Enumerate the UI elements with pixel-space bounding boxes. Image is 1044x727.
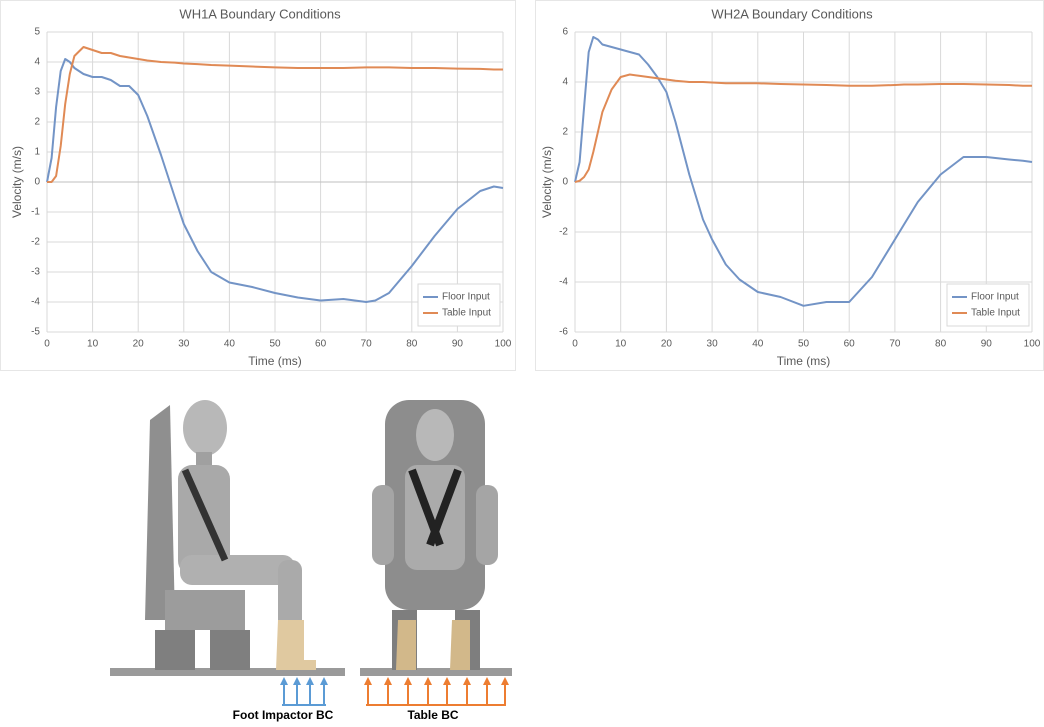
bc-arrow-head <box>364 677 372 685</box>
x-tick-label: 40 <box>224 339 236 350</box>
dummy-front-view <box>360 400 512 676</box>
x-axis-label: Time (ms) <box>777 354 831 368</box>
x-axis-label: Time (ms) <box>248 354 302 368</box>
bc-arrow-head <box>384 677 392 685</box>
figure-label: Foot Impactor BC <box>233 708 334 722</box>
x-tick-label: 60 <box>844 339 856 350</box>
y-tick-label: -4 <box>31 297 40 308</box>
x-tick-label: 80 <box>935 339 947 350</box>
legend-box <box>417 283 501 327</box>
x-tick-label: 30 <box>178 339 190 350</box>
y-tick-label: -4 <box>559 277 568 288</box>
y-tick-label: 3 <box>34 87 40 98</box>
x-tick-label: 100 <box>1024 339 1041 350</box>
y-tick-label: -2 <box>559 227 568 238</box>
bc-arrow-head <box>483 677 491 685</box>
x-tick-label: 0 <box>572 339 578 350</box>
x-tick-label: 10 <box>87 339 99 350</box>
chart-title: WH1A Boundary Conditions <box>179 6 341 21</box>
x-tick-label: 90 <box>981 339 993 350</box>
x-tick-label: 60 <box>315 339 327 350</box>
bc-arrow-head <box>280 677 288 685</box>
y-tick-label: -5 <box>31 327 40 338</box>
panel-border <box>0 0 516 371</box>
x-tick-label: 80 <box>406 339 418 350</box>
x-tick-label: 20 <box>133 339 145 350</box>
x-tick-label: 0 <box>44 339 50 350</box>
bc-arrow-head <box>463 677 471 685</box>
legend-label: Floor Input <box>442 292 490 303</box>
y-tick-label: 2 <box>34 117 40 128</box>
x-tick-label: 50 <box>798 339 810 350</box>
x-tick-label: 90 <box>452 339 464 350</box>
bc-arrow-head <box>293 677 301 685</box>
y-axis-label: Velocity (m/s) <box>10 146 24 218</box>
legend-label: Floor Input <box>971 292 1019 303</box>
y-tick-label: 5 <box>34 27 40 38</box>
y-tick-label: 6 <box>562 27 568 38</box>
bc-arrow-head <box>306 677 314 685</box>
bc-arrow-head <box>501 677 509 685</box>
x-tick-label: 10 <box>615 339 627 350</box>
y-tick-label: 4 <box>34 57 40 68</box>
y-tick-label: -6 <box>559 327 568 338</box>
x-tick-label: 30 <box>707 339 719 350</box>
bc-arrow-head <box>443 677 451 685</box>
data-line <box>47 46 503 183</box>
x-tick-label: 40 <box>752 339 764 350</box>
y-axis-label: Velocity (m/s) <box>540 146 554 218</box>
y-tick-label: 1 <box>34 147 40 158</box>
legend-label: Table Input <box>971 308 1020 319</box>
bc-arrow-head <box>320 677 328 685</box>
dummy-side-view <box>110 400 345 676</box>
y-tick-label: 0 <box>34 177 40 188</box>
y-tick-label: -2 <box>31 237 40 248</box>
y-tick-label: -1 <box>31 207 40 218</box>
legend-box <box>946 283 1030 327</box>
bc-arrow-head <box>424 677 432 685</box>
y-tick-label: -3 <box>31 267 40 278</box>
x-tick-label: 20 <box>661 339 673 350</box>
chart-title: WH2A Boundary Conditions <box>711 6 873 21</box>
y-tick-label: 4 <box>562 77 568 88</box>
x-tick-label: 100 <box>495 339 512 350</box>
x-tick-label: 70 <box>889 339 901 350</box>
data-line <box>574 73 1032 183</box>
y-tick-label: 0 <box>562 177 568 188</box>
y-tick-label: 2 <box>562 127 568 138</box>
x-tick-label: 50 <box>269 339 281 350</box>
x-tick-label: 70 <box>361 339 373 350</box>
figure-label: Table BC <box>407 708 458 722</box>
legend-label: Table Input <box>442 308 491 319</box>
bc-arrow-head <box>404 677 412 685</box>
data-line <box>574 36 1033 307</box>
